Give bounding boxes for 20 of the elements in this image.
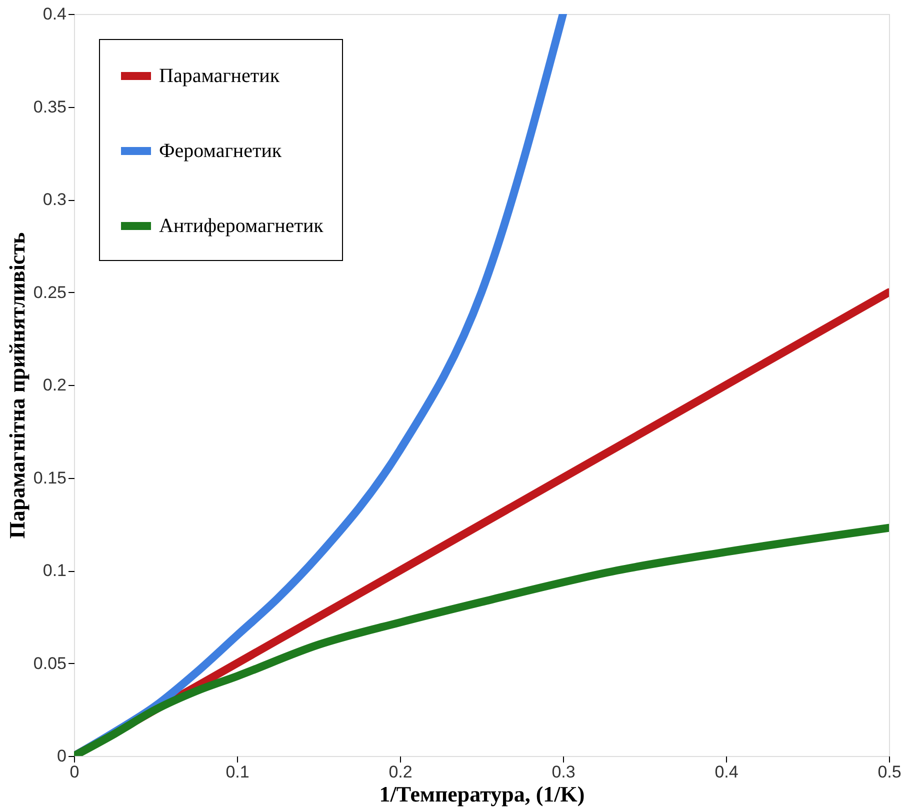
legend-label: Антиферомагнетик [159, 215, 324, 237]
x-tick-label: 0 [70, 762, 80, 782]
y-tick-label: 0 [57, 746, 66, 766]
y-axis-title: Парамагнітна прийнятливість [4, 232, 30, 539]
x-tick-label: 0.1 [226, 762, 250, 782]
y-tick-label: 0.3 [42, 190, 66, 209]
legend-label: Феромагнетик [159, 140, 282, 162]
y-tick-label: 0.15 [33, 468, 66, 488]
x-axis-title: 1/Температура, (1/K) [379, 782, 585, 806]
y-tick-label: 0.05 [33, 654, 66, 673]
x-tick-label: 0.2 [388, 762, 412, 782]
y-tick-label: 0.4 [42, 4, 66, 24]
y-tick-label: 0.35 [33, 97, 66, 116]
y-tick-label: 0.2 [42, 376, 66, 394]
x-tick-label: 0.3 [552, 762, 576, 782]
x-tick-label: 0.5 [878, 762, 902, 782]
y-tick-label: 0.25 [33, 282, 66, 302]
legend-label: Парамагнетик [159, 65, 280, 87]
y-tick-label: 0.1 [42, 561, 66, 580]
x-tick-label: 0.4 [714, 762, 738, 782]
